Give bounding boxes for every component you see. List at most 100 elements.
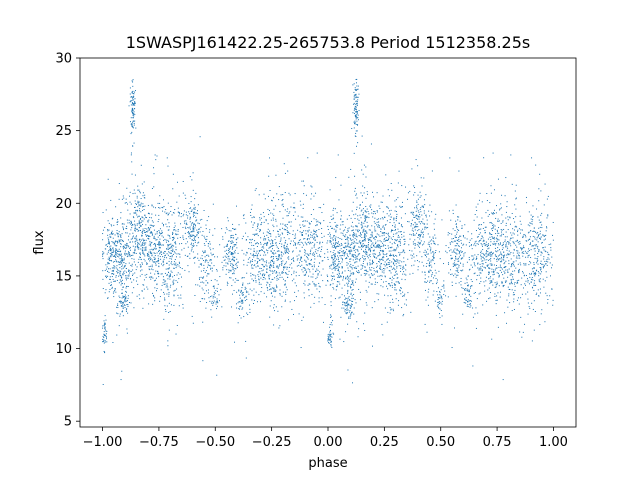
- data-point: [396, 267, 398, 269]
- data-point: [431, 275, 433, 277]
- data-point: [293, 259, 294, 261]
- data-point: [104, 292, 106, 294]
- data-point: [135, 236, 137, 238]
- data-point: [275, 236, 277, 238]
- data-point: [179, 253, 181, 255]
- data-point: [402, 265, 404, 267]
- data-point: [153, 229, 155, 231]
- data-point: [143, 244, 145, 246]
- data-point: [368, 249, 370, 251]
- data-point: [119, 273, 121, 275]
- data-point: [168, 293, 170, 295]
- data-point: [114, 255, 116, 257]
- data-point: [301, 261, 303, 263]
- data-point: [338, 281, 340, 283]
- data-point: [153, 258, 155, 260]
- data-point: [332, 252, 334, 254]
- data-point: [412, 213, 414, 215]
- data-point: [157, 221, 159, 223]
- data-point: [210, 279, 212, 281]
- data-point: [357, 231, 359, 233]
- data-point: [172, 233, 173, 235]
- data-point: [430, 252, 432, 254]
- data-point: [364, 266, 366, 268]
- data-point: [234, 341, 236, 343]
- data-point: [256, 262, 258, 264]
- data-point: [156, 288, 158, 290]
- data-point: [148, 236, 150, 238]
- data-point: [324, 256, 326, 258]
- data-point: [227, 256, 229, 258]
- data-point: [150, 217, 152, 219]
- data-point: [480, 277, 482, 279]
- data-point: [276, 287, 278, 289]
- data-point: [263, 292, 265, 294]
- data-point: [134, 252, 136, 254]
- data-point: [455, 295, 457, 297]
- data-point: [432, 272, 434, 274]
- data-point: [326, 280, 328, 282]
- data-point: [491, 223, 493, 225]
- data-point: [158, 245, 160, 247]
- data-point: [430, 243, 432, 245]
- data-point: [144, 205, 146, 207]
- data-point: [183, 220, 185, 222]
- data-point: [309, 269, 311, 271]
- data-point: [268, 233, 270, 235]
- data-point: [458, 240, 460, 242]
- data-point: [459, 235, 461, 237]
- data-point: [351, 273, 353, 275]
- data-point: [269, 264, 271, 266]
- data-point: [484, 267, 486, 269]
- data-point: [166, 157, 168, 159]
- data-point: [335, 266, 337, 268]
- data-point: [364, 220, 366, 222]
- data-point: [303, 193, 305, 195]
- data-point: [302, 220, 304, 222]
- data-point: [158, 241, 160, 243]
- data-point: [152, 292, 154, 294]
- data-point: [259, 259, 261, 261]
- data-point: [166, 283, 168, 285]
- data-point: [115, 267, 117, 269]
- data-point: [182, 226, 184, 228]
- data-point: [496, 235, 498, 237]
- data-point: [260, 237, 262, 239]
- data-point: [412, 234, 414, 236]
- data-point: [139, 248, 141, 250]
- data-point: [271, 248, 273, 250]
- data-point: [393, 218, 395, 220]
- data-point: [226, 269, 228, 271]
- data-point: [284, 242, 286, 244]
- data-point: [396, 239, 398, 241]
- data-point: [362, 226, 364, 228]
- data-point: [350, 303, 352, 305]
- data-point: [124, 250, 126, 252]
- data-point: [124, 299, 126, 301]
- data-point: [395, 249, 397, 251]
- data-point: [358, 271, 360, 273]
- data-point: [254, 233, 256, 235]
- data-point: [170, 206, 172, 208]
- data-point: [364, 258, 366, 260]
- data-point: [111, 286, 113, 288]
- data-point: [114, 244, 116, 246]
- data-point: [117, 236, 119, 238]
- data-point: [464, 252, 466, 254]
- data-point: [347, 304, 349, 306]
- data-point: [122, 297, 124, 298]
- data-point: [270, 293, 272, 295]
- data-point: [147, 288, 149, 290]
- data-point: [131, 173, 133, 175]
- data-point: [139, 238, 141, 240]
- data-point: [119, 301, 121, 303]
- data-point: [463, 253, 465, 255]
- data-point: [313, 245, 315, 247]
- data-point: [478, 224, 480, 226]
- data-point: [439, 297, 441, 299]
- data-point: [242, 302, 244, 304]
- data-point: [119, 274, 121, 276]
- data-point: [424, 271, 426, 273]
- data-point: [332, 227, 334, 229]
- data-point: [128, 262, 130, 264]
